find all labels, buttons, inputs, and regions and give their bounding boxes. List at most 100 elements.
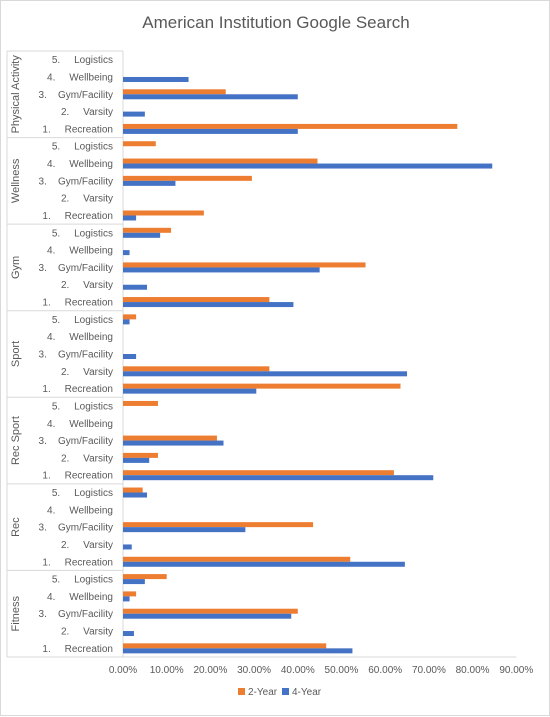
group-label: Rec [10,517,22,537]
category-label: 3. Gym/Facility [39,436,113,447]
category-label: 1. Recreation [42,471,113,482]
category-label: 2. Varsity [61,107,113,118]
category-label: 2. Varsity [61,540,113,551]
bar-2-year [123,383,401,389]
bar-2-year [123,470,394,476]
category-label: 5. Logistics [52,401,113,412]
bar-4-year [123,180,176,186]
bar-4-year [123,319,130,325]
bar-2-year [123,574,167,580]
bar-2-year [123,591,137,597]
category-label: 1. Recreation [42,644,113,655]
category-label: 4. Wellbeing [47,159,113,170]
bar-4-year [123,440,224,446]
category-label: 1. Recreation [42,211,113,222]
legend-label-4-year: 4-Year [292,687,322,698]
x-tick-label: 10.00% [150,665,184,676]
bar-2-year [123,608,298,614]
category-label: 4. Wellbeing [47,246,113,257]
bar-2-year [123,89,226,95]
category-label: 3. Gym/Facility [39,523,113,534]
bar-4-year [123,76,189,82]
bar-4-year [123,267,320,273]
bar-4-year [123,648,353,654]
bar-4-year [123,371,408,377]
legend-swatch-4-year [282,688,289,695]
x-tick-label: 90.00% [499,665,533,676]
bar-4-year [123,579,145,585]
category-label: 5. Logistics [52,55,113,66]
bar-4-year [123,527,246,533]
bar-2-year [123,522,314,528]
category-label: 5. Logistics [52,315,113,326]
bar-2-year [123,452,158,458]
category-label: 5. Logistics [52,228,113,239]
x-tick-label: 70.00% [412,665,446,676]
category-label: 5. Logistics [52,488,113,499]
x-tick-label: 80.00% [456,665,490,676]
x-tick-label: 0.00% [109,665,137,676]
legend-label-2-year: 2-Year [248,687,278,698]
group-label: Physical Activity [10,55,22,134]
bar-2-year [123,158,318,164]
bar-2-year [123,556,351,562]
bar-2-year [123,366,270,372]
category-label: 4. Wellbeing [47,505,113,516]
x-tick-label: 50.00% [325,665,359,676]
bar-2-year [123,175,252,181]
bar-2-year [123,262,366,268]
x-tick-label: 40.00% [281,665,315,676]
bar-2-year [123,227,172,233]
bar-4-year [123,457,150,463]
chart-title: American Institution Google Search [142,13,410,32]
bar-4-year [123,475,434,481]
bar-2-year [123,314,137,320]
category-label: 2. Varsity [61,280,113,291]
bar-4-year [123,596,130,602]
category-label: 4. Wellbeing [47,332,113,343]
bar-4-year [123,250,130,256]
bar-4-year [123,302,294,308]
group-label: Sport [10,341,22,367]
category-label: 4. Wellbeing [47,72,113,83]
category-label: 2. Varsity [61,194,113,205]
bar-4-year [123,215,137,221]
bar-2-year [123,123,458,129]
category-label: 3. Gym/Facility [39,176,113,187]
category-label: 1. Recreation [42,557,113,568]
x-tick-label: 30.00% [237,665,271,676]
bar-2-year [123,297,270,303]
group-label: Fitness [10,595,22,631]
category-label: 2. Varsity [61,367,113,378]
bar-4-year [123,354,137,359]
group-label: Gym [10,256,22,279]
group-label: Rec Sport [10,416,22,465]
bar-2-year [123,210,204,216]
bar-2-year [123,643,327,649]
category-label: 4. Wellbeing [47,419,113,430]
category-label: 2. Varsity [61,627,113,638]
bar-4-year [123,492,148,498]
x-tick-label: 20.00% [193,665,227,676]
x-tick-label: 60.00% [368,665,402,676]
bar-4-year [123,163,493,169]
bar-2-year [123,435,217,441]
bar-2-year [123,487,143,493]
category-label: 5. Logistics [52,575,113,586]
category-label: 3. Gym/Facility [39,90,113,101]
category-label: 1. Recreation [42,298,113,309]
bar-4-year [123,94,298,100]
bar-4-year [123,613,292,619]
bar-2-year [123,400,158,406]
bar-4-year [123,284,148,290]
legend-swatch-2-year [238,688,245,695]
bar-2-year [123,141,156,147]
category-label: 1. Recreation [42,384,113,395]
category-label: 3. Gym/Facility [39,263,113,274]
category-label: 3. Gym/Facility [39,350,113,361]
category-label: 2. Varsity [61,453,113,464]
category-label: 3. Gym/Facility [39,609,113,620]
bar-4-year [123,544,132,550]
